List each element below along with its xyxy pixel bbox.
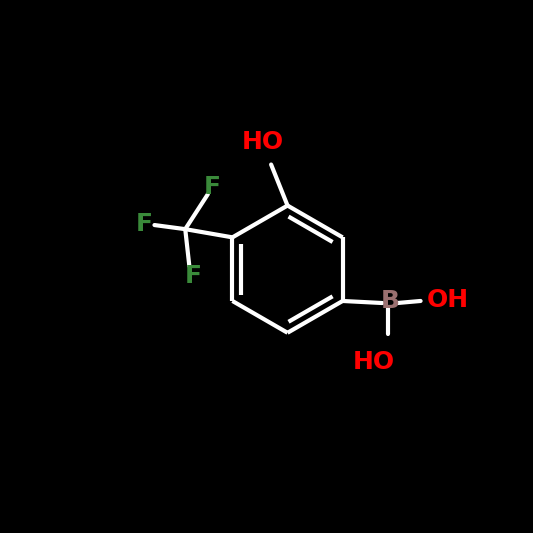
Text: F: F: [136, 212, 152, 236]
Text: B: B: [381, 289, 399, 313]
Text: HO: HO: [242, 130, 284, 154]
Text: HO: HO: [352, 350, 394, 374]
Text: F: F: [204, 175, 221, 199]
Text: OH: OH: [427, 288, 469, 312]
Text: F: F: [185, 264, 202, 288]
